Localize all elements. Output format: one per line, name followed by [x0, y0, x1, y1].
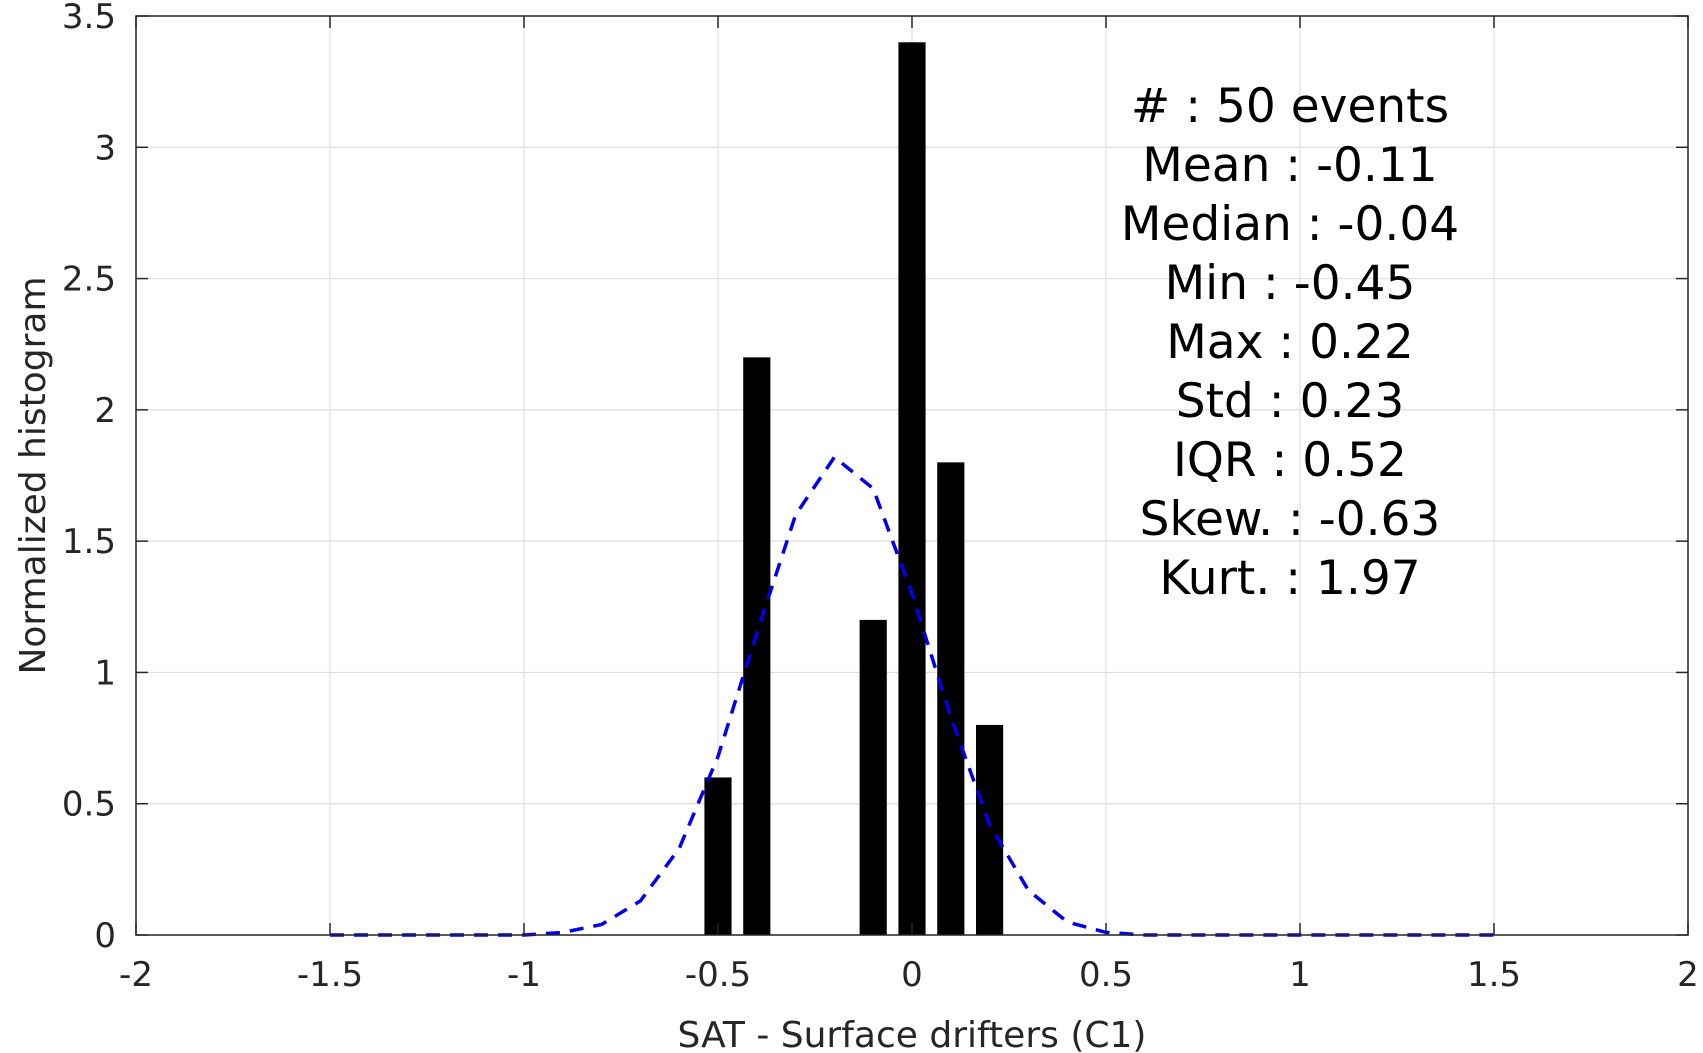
y-axis-title: Normalized histogram [13, 276, 54, 674]
stat-line: Max : 0.22 [1166, 315, 1414, 370]
y-tick-label: 3.5 [62, 0, 116, 37]
x-tick-label: 0 [901, 955, 923, 995]
axis-ticks [135, 15, 1689, 936]
x-tick-label: -1 [507, 955, 541, 995]
y-tick-label: 3 [94, 128, 116, 168]
x-tick-label: -1.5 [297, 955, 363, 995]
histogram-bar [704, 777, 732, 935]
stat-line: # : 50 events [1131, 79, 1449, 134]
histogram-bars [704, 42, 1004, 935]
x-axis-title: SAT - Surface drifters (C1) [678, 1015, 1147, 1053]
y-tick-label: 1.5 [62, 522, 116, 562]
x-tick-label: 1.5 [1467, 955, 1521, 995]
y-tick-labels: 0 0.5 1 1.5 2 2.5 3 3.5 [62, 0, 116, 956]
histogram-bar [976, 724, 1004, 935]
x-tick-label: 0.5 [1079, 955, 1133, 995]
histogram-bar [743, 357, 771, 935]
y-tick-label: 1 [94, 653, 116, 693]
stat-line: Min : -0.45 [1165, 256, 1416, 311]
x-tick-label: -0.5 [685, 955, 751, 995]
histogram-bar [859, 619, 887, 935]
stat-line: Median : -0.04 [1121, 197, 1459, 252]
stat-line: Mean : -0.11 [1142, 138, 1437, 193]
x-tick-label: -2 [119, 955, 153, 995]
x-tick-labels: -2 -1.5 -1 -0.5 0 0.5 1 1.5 2 [119, 955, 1699, 995]
stat-line: IQR : 0.52 [1173, 433, 1407, 488]
stat-line: Skew. : -0.63 [1140, 492, 1441, 547]
stat-line: Kurt. : 1.97 [1159, 551, 1420, 606]
y-tick-label: 0.5 [62, 785, 116, 825]
y-tick-label: 2 [94, 391, 116, 431]
histogram-bar [937, 462, 965, 935]
x-tick-label: 2 [1677, 955, 1699, 995]
y-tick-label: 2.5 [62, 260, 116, 300]
y-tick-label: 0 [94, 916, 116, 956]
stat-line: Std : 0.23 [1176, 374, 1404, 429]
x-tick-label: 1 [1289, 955, 1311, 995]
histogram-bar [898, 42, 926, 935]
